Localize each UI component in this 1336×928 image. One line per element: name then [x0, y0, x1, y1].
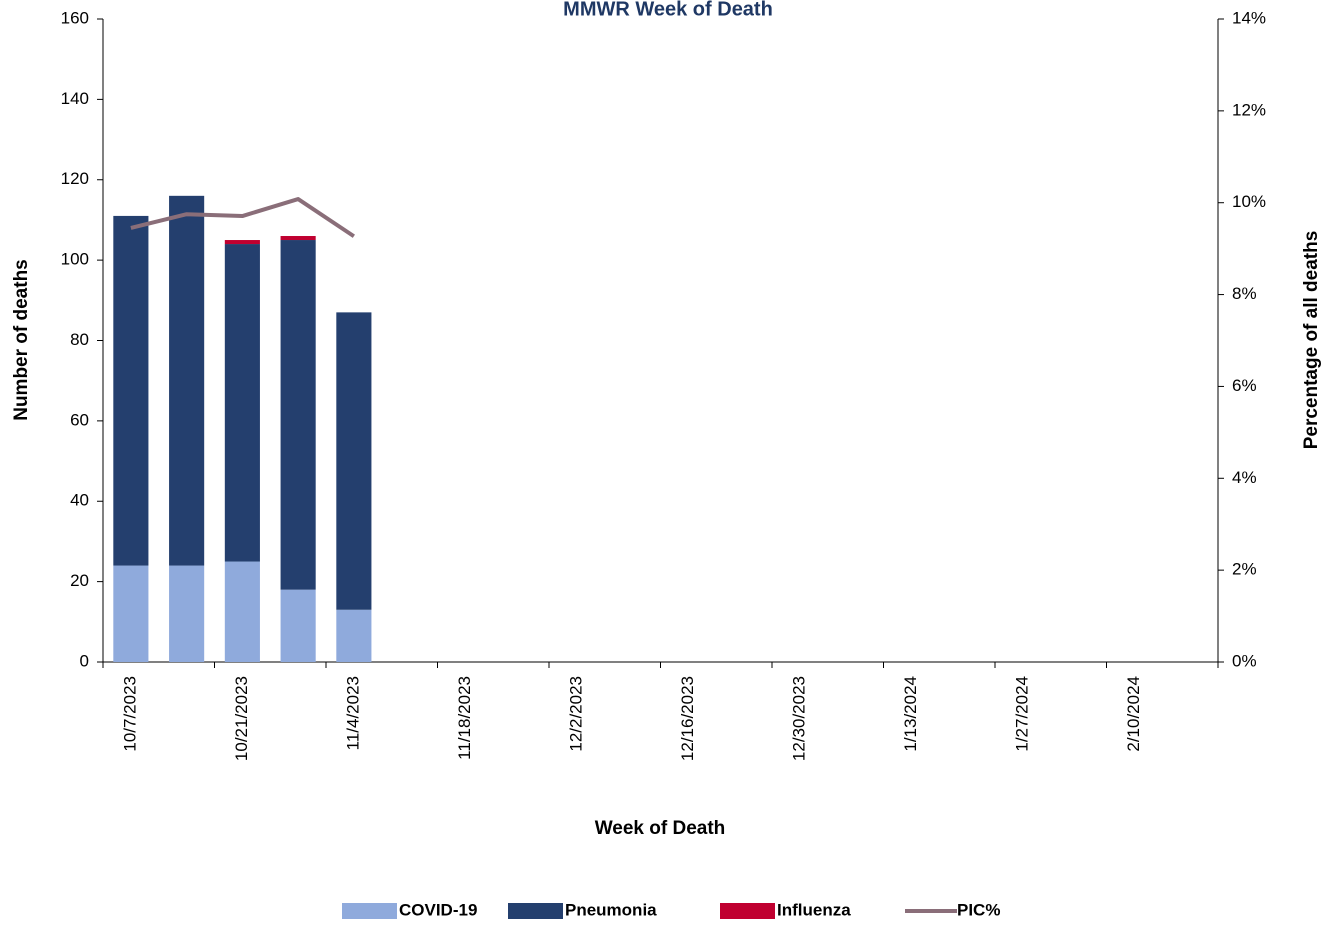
- x-tick-label: 11/18/2023: [455, 676, 474, 760]
- line: [130, 197, 355, 238]
- bar-segment: [169, 195, 205, 566]
- y-tick-label: 40: [70, 491, 89, 510]
- y2-tick-label: 0%: [1232, 651, 1257, 670]
- y-tick-label: 80: [70, 330, 89, 349]
- y2-tick-label: 2%: [1232, 560, 1257, 579]
- bar-segment: [169, 565, 205, 662]
- bar-segment: [113, 215, 149, 566]
- y2-tick-label: 14%: [1232, 8, 1266, 27]
- y-tick-label: 140: [61, 89, 89, 108]
- bar-segment: [224, 244, 260, 562]
- bar-segment: [113, 565, 149, 662]
- x-tick-label: 1/13/2024: [901, 676, 920, 752]
- chart-title: MMWR Week of Death: [563, 0, 773, 20]
- bar-segment: [224, 240, 260, 245]
- legend-swatch: [508, 903, 563, 919]
- y2-axis-label: Percentage of all deaths: [1301, 231, 1322, 450]
- y2-tick-label: 8%: [1232, 284, 1257, 303]
- y-axis-label: Number of deaths: [11, 259, 32, 421]
- bar-segment: [336, 312, 372, 610]
- y2-tick-label: 10%: [1232, 192, 1266, 211]
- legend-label: Influenza: [777, 900, 851, 919]
- bar-segment: [336, 609, 372, 662]
- x-tick-label: 10/21/2023: [232, 676, 251, 761]
- y-tick-label: 60: [70, 410, 89, 429]
- x-tick-label: 10/7/2023: [120, 676, 139, 752]
- y-tick-label: 100: [61, 250, 89, 269]
- x-axis-label: Week of Death: [595, 818, 726, 839]
- y2-tick-label: 12%: [1232, 100, 1266, 119]
- y-tick-label: 120: [61, 169, 89, 188]
- x-tick-label: 11/4/2023: [343, 676, 362, 750]
- y-tick-label: 20: [70, 571, 89, 590]
- x-tick-label: 1/27/2024: [1012, 676, 1031, 752]
- x-tick-label: 12/30/2023: [789, 676, 808, 761]
- legend-label: PIC%: [957, 900, 1000, 919]
- bar-segment: [280, 240, 316, 590]
- x-tick-label: 2/10/2024: [1124, 676, 1143, 752]
- legend-label: Pneumonia: [565, 900, 657, 919]
- legend-label: COVID-19: [399, 900, 477, 919]
- legend-swatch: [342, 903, 397, 919]
- x-tick-label: 12/16/2023: [678, 676, 697, 761]
- y-tick-label: 160: [61, 8, 89, 27]
- bar-segment: [224, 561, 260, 662]
- bar-segment: [280, 589, 316, 662]
- y-tick-label: 0: [80, 651, 89, 670]
- y2-tick-label: 4%: [1232, 468, 1257, 487]
- x-tick-label: 12/2/2023: [566, 676, 585, 752]
- bar-segment: [280, 236, 316, 241]
- y2-tick-label: 6%: [1232, 376, 1257, 395]
- legend-swatch: [720, 903, 775, 919]
